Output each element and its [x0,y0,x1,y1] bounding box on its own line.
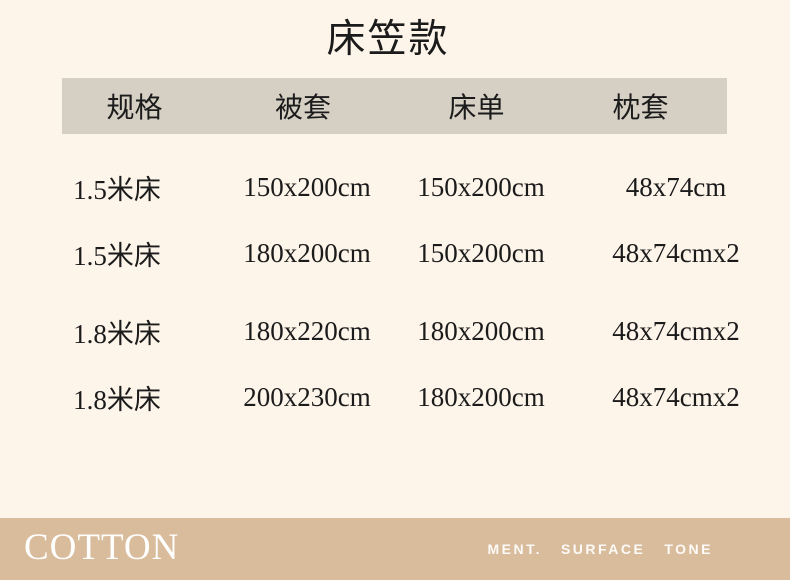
header-cell-pillowcase: 枕套 [612,93,669,124]
footer-bar: COTTON MENT. SURFACE TONE [0,518,790,580]
tagline-word: MENT. [487,541,542,557]
cell-spec: 1.5米床 [73,240,161,271]
cell-pillowcase: 48x74cmx2 [612,315,740,346]
cell-pillowcase: 48x74cmx2 [612,237,740,268]
cell-duvet-cover: 200x230cm [243,381,371,412]
spec-table-header: 规格 被套 床单 枕套 [62,78,727,134]
cell-pillowcase: 48x74cm [625,171,727,202]
tagline-word: TONE [664,541,713,557]
cell-duvet-cover: 180x220cm [243,315,371,346]
header-cell-spec: 规格 [106,93,163,124]
cell-spec: 1.5米床 [73,174,161,205]
table-row: 1.8米床 180x220cm 180x200cm 48x74cmx2 [0,298,790,364]
cell-bed-sheet: 180x200cm [417,315,545,346]
header-cell-bed-sheet: 床单 [448,93,505,124]
table-row: 1.8米床 200x230cm 180x200cm 48x74cmx2 [0,364,790,430]
tagline-word: SURFACE [560,541,646,557]
table-row: 1.5米床 180x200cm 150x200cm 48x74cmx2 [0,220,790,286]
cell-duvet-cover: 180x200cm [243,237,371,268]
page-title: 床笠款 [326,18,450,61]
cell-pillowcase: 48x74cmx2 [612,381,740,412]
cell-bed-sheet: 150x200cm [417,171,545,202]
table-row: 1.5米床 150x200cm 150x200cm 48x74cm [0,154,790,220]
cell-spec: 1.8米床 [73,318,161,349]
cell-bed-sheet: 180x200cm [417,381,545,412]
cell-duvet-cover: 150x200cm [243,171,371,202]
spec-table-body: 1.5米床 150x200cm 150x200cm 48x74cm 1.5米床 … [0,134,790,430]
brand-logo-text: COTTON [24,527,180,569]
header-cell-duvet-cover: 被套 [274,93,331,124]
cell-spec: 1.8米床 [73,384,161,415]
cell-bed-sheet: 150x200cm [417,237,545,268]
footer-tagline: MENT. SURFACE TONE [487,541,713,557]
